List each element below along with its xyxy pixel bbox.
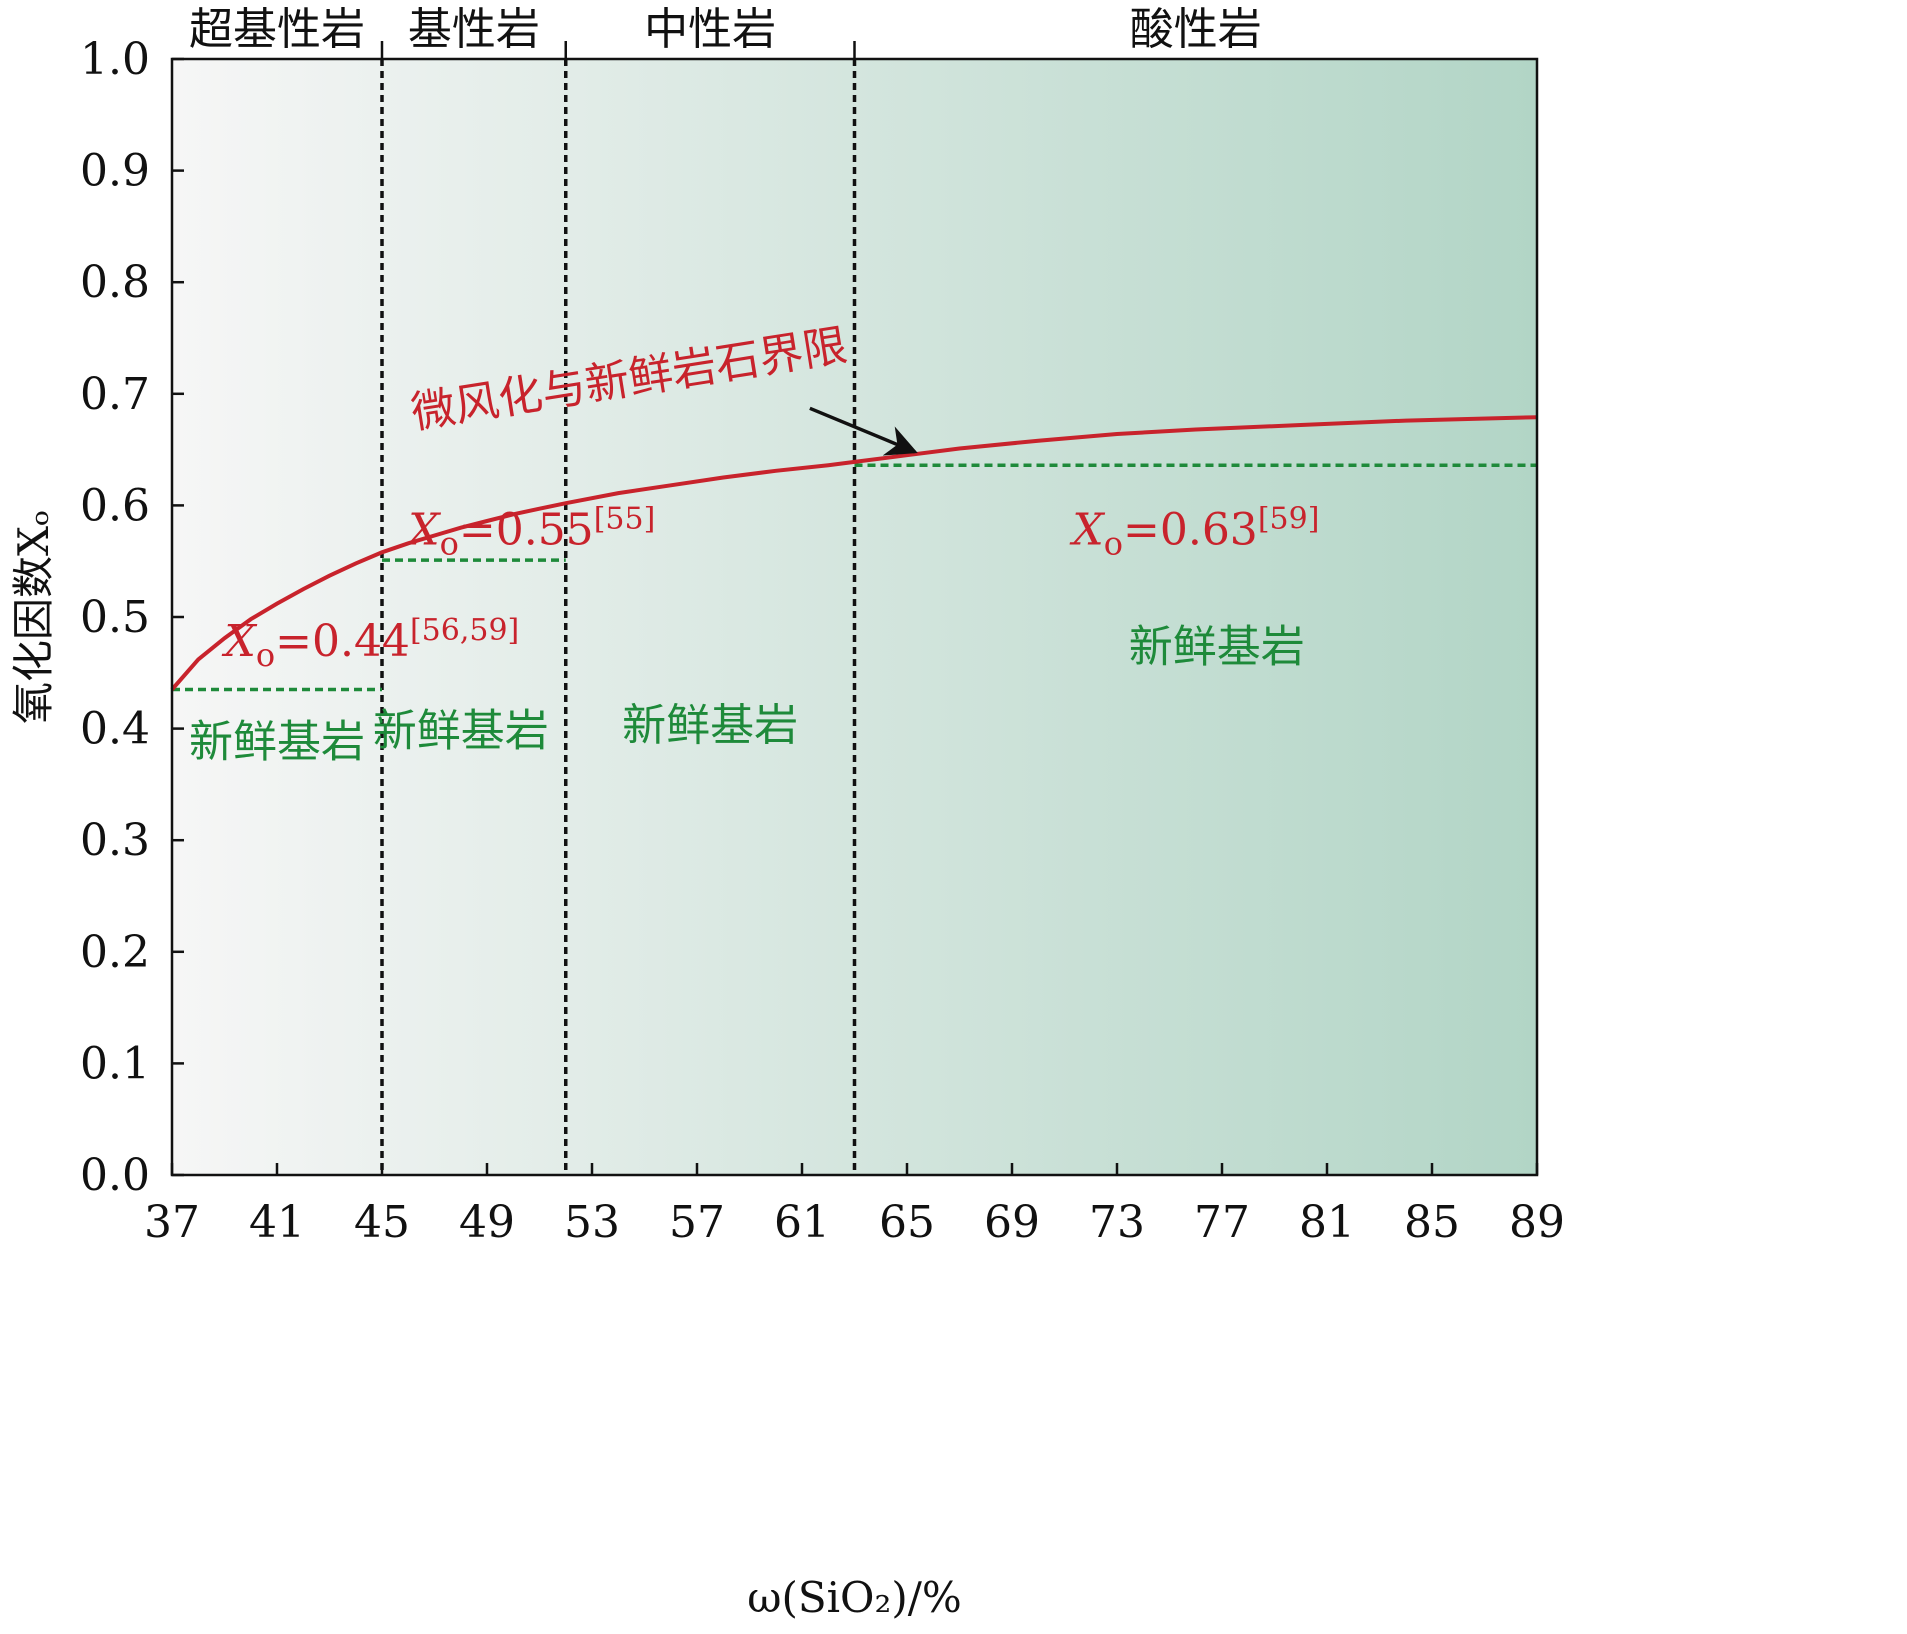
y-tick-label: 0.9 [80, 146, 150, 197]
x-tick-label: 41 [249, 1197, 305, 1248]
x-tick-label: 77 [1194, 1197, 1250, 1248]
x-axis-title: ω(SiO₂)/% [747, 1573, 962, 1622]
region-label: 新鲜基岩 [189, 717, 365, 768]
y-tick-label: 0.1 [80, 1038, 150, 1089]
x-tick-label: 61 [774, 1197, 830, 1248]
region-label: 新鲜基岩 [622, 700, 798, 751]
threshold-label: Xo=0.55[55] [405, 501, 655, 562]
x-tick-label: 69 [984, 1197, 1040, 1248]
y-tick-label: 0.2 [80, 927, 150, 978]
x-axis: 37 41 45 49 53 57 61 65 69 73 77 81 85 89 [144, 41, 1565, 1248]
zone-label: 超基性岩 [189, 4, 365, 55]
y-tick-label: 0.3 [80, 815, 150, 866]
y-axis: 0.0 0.1 0.2 0.3 0.4 0.5 0.6 0.7 0.8 0.9 1.0 [80, 34, 184, 1201]
x-tick-label: 49 [459, 1197, 515, 1248]
annotation-arrow [809, 406, 918, 456]
threshold-lines [172, 463, 1537, 692]
x-tick-label: 73 [1089, 1197, 1145, 1248]
x-tick-label: 45 [354, 1197, 410, 1248]
zone-label: 中性岩 [644, 4, 776, 55]
x-tick-label: 65 [879, 1197, 935, 1248]
zone-label: 基性岩 [408, 4, 540, 55]
threshold-label: Xo=0.44[56,59] [222, 613, 520, 674]
region-label: 新鲜基岩 [373, 705, 549, 756]
x-tick-label: 81 [1299, 1197, 1355, 1248]
zone-label: 酸性岩 [1130, 4, 1262, 55]
y-tick-label: 0.5 [80, 592, 150, 643]
x-tick-label: 85 [1404, 1197, 1460, 1248]
y-tick-label: 1.0 [80, 34, 150, 85]
y-axis-title: 氧化因数Xₒ [9, 510, 58, 724]
threshold-label: Xo=0.63[59] [1069, 501, 1319, 562]
x-tick-label: 53 [564, 1197, 620, 1248]
y-tick-label: 0.7 [80, 369, 150, 420]
x-tick-label: 57 [669, 1197, 725, 1248]
boundary-curve [170, 415, 1538, 691]
zone-labels: 超基性岩 基性岩 中性岩 酸性岩 [189, 4, 1262, 55]
y-tick-label: 0.0 [80, 1150, 150, 1201]
y-tick-label: 0.6 [80, 480, 150, 531]
x-tick-label: 37 [144, 1197, 200, 1248]
zone-boundary-lines [380, 59, 857, 1175]
region-label: 新鲜基岩 [1129, 622, 1305, 673]
threshold-labels: Xo=0.44[56,59] Xo=0.55[55] Xo=0.63[59] [222, 501, 1320, 674]
y-tick-label: 0.8 [80, 257, 150, 308]
y-tick-label: 0.4 [80, 704, 150, 755]
x-tick-label: 89 [1509, 1197, 1565, 1248]
